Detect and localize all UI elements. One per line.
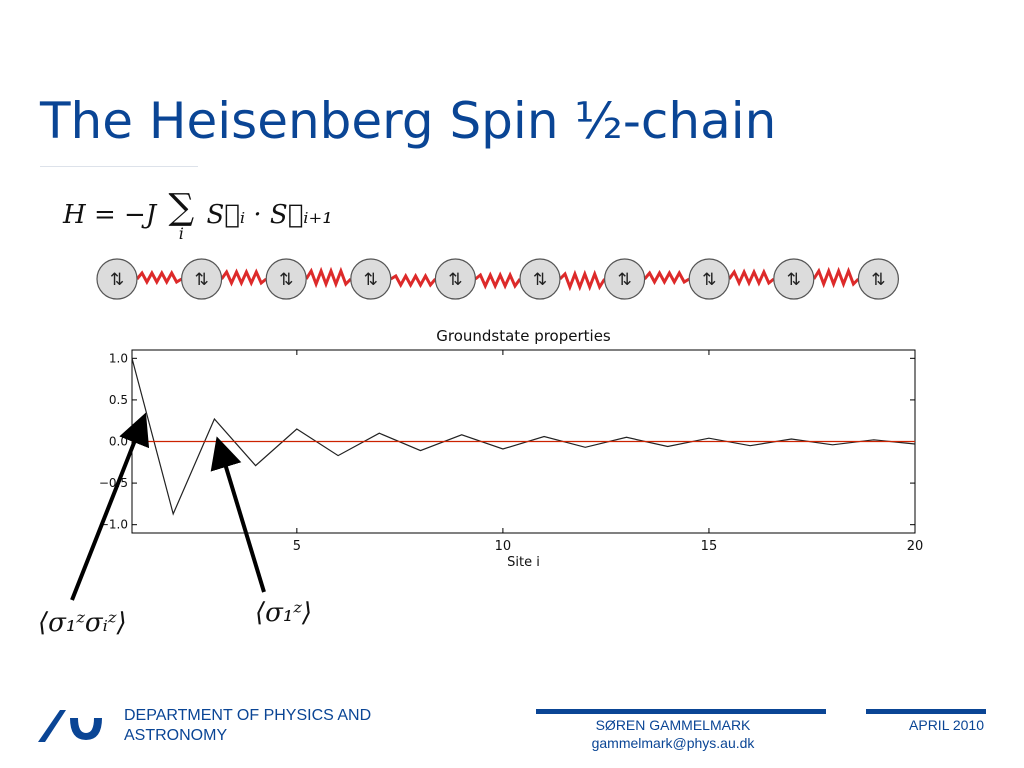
- spin-arrows-icon: ⇅: [110, 270, 124, 290]
- spin-bond: [643, 269, 690, 286]
- spin-chain-diagram: ⇅ ⇅ ⇅ ⇅ ⇅ ⇅ ⇅ ⇅ ⇅ ⇅: [96, 258, 900, 300]
- spin-site: ⇅: [773, 258, 815, 300]
- spin-site: ⇅: [434, 258, 476, 300]
- spin-arrows-icon: ⇅: [871, 270, 885, 290]
- spin-site: ⇅: [857, 258, 900, 300]
- spin-site: ⇅: [350, 258, 392, 300]
- y-tick-label: −1.0: [99, 518, 128, 532]
- footer-bar-date: [866, 709, 986, 714]
- y-tick-label: 0.5: [109, 393, 128, 407]
- university-logo-icon: [38, 710, 102, 742]
- spin-arrows-icon: ⇅: [787, 270, 801, 290]
- x-tick-label: 15: [701, 539, 718, 554]
- spin-arrows-icon: ⇅: [194, 270, 208, 290]
- x-tick-label: 5: [293, 539, 301, 554]
- slide-title: The Heisenberg Spin ½-chain: [40, 92, 777, 150]
- x-axis-label: Site i: [507, 555, 540, 570]
- spin-arrows-icon: ⇅: [533, 270, 547, 290]
- spin-bond: [727, 268, 775, 287]
- author-email: gammelmark@phys.au.dk: [591, 735, 755, 751]
- spin-site: ⇅: [603, 258, 646, 300]
- correlation-label: ⟨σ₁ᶻσᵢᶻ⟩: [38, 608, 127, 638]
- spin-arrows-icon: ⇅: [364, 270, 378, 290]
- spin-bond: [812, 266, 860, 289]
- spin-bond: [390, 272, 437, 289]
- spin-site: ⇅: [519, 258, 561, 300]
- x-tick-label: 20: [907, 539, 924, 554]
- spin-arrows-icon: ⇅: [279, 270, 293, 290]
- footer-bar-author: [536, 709, 826, 714]
- y-tick-label: 1.0: [109, 351, 128, 365]
- spin-site: ⇅: [265, 258, 307, 300]
- spin-bond: [135, 269, 183, 286]
- sum-index: i: [178, 224, 184, 243]
- spin-bond: [558, 269, 606, 292]
- department-name: DEPARTMENT OF PHYSICS AND ASTRONOMY: [124, 707, 372, 744]
- series-line: [131, 358, 916, 516]
- author-name: SØREN GAMMELMARK: [595, 717, 751, 733]
- sum-symbol: ∑: [168, 187, 195, 228]
- spin-arrows-icon: ⇅: [448, 270, 462, 290]
- spin-arrows-icon: ⇅: [617, 270, 631, 290]
- chart-title: Groundstate properties: [436, 327, 611, 345]
- spin-site: ⇅: [180, 258, 223, 300]
- y-tick-label: 0.0: [109, 435, 128, 449]
- spin-site: ⇅: [688, 258, 730, 300]
- presentation-date: APRIL 2010: [909, 717, 984, 733]
- spin-bond: [220, 268, 268, 287]
- spin-bond: [304, 266, 352, 289]
- spin-site: ⇅: [96, 258, 138, 300]
- hamiltonian-equation: H = −J ∑ i S⃗ᵢ · S⃗ᵢ₊₁: [63, 190, 333, 242]
- x-tick-label: 10: [495, 539, 512, 554]
- magnetization-label: ⟨σ₁ᶻ⟩: [255, 598, 313, 628]
- equation-lhs: H = −J: [63, 200, 157, 230]
- equation-term: S⃗ᵢ · S⃗ᵢ₊₁: [206, 200, 333, 230]
- groundstate-chart: Groundstate properties 1.0 0.5 0.0 −0.5 −1.0 5…: [99, 327, 924, 570]
- spin-arrows-icon: ⇅: [702, 270, 716, 290]
- spin-bond: [474, 271, 522, 290]
- title-divider: [40, 166, 198, 167]
- y-tick-label: −0.5: [99, 476, 128, 490]
